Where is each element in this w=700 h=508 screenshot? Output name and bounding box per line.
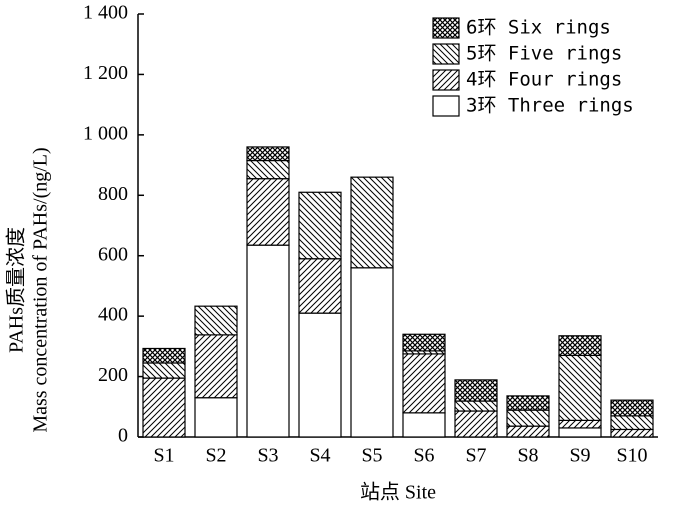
bar-segment <box>558 335 602 357</box>
bar-segment <box>454 379 498 402</box>
x-tick-label: S1 <box>153 445 174 467</box>
y-tick-label: 1 200 <box>83 62 128 84</box>
legend-label: 6环 Six rings <box>466 17 611 39</box>
bar-segment <box>454 400 498 412</box>
bar-segment <box>610 428 654 438</box>
bar-segment <box>298 312 342 438</box>
bar-segment <box>558 427 602 438</box>
bar-segment <box>298 258 342 314</box>
bar-segment <box>246 178 290 246</box>
bar-segment <box>402 412 446 438</box>
bar-segment <box>558 354 602 421</box>
y-tick-label: 800 <box>98 183 128 205</box>
bar-segment <box>194 334 238 399</box>
bar-segment <box>142 377 186 438</box>
legend-swatch <box>432 17 460 39</box>
bar-segment <box>246 244 290 438</box>
y-tick-label: 1 000 <box>83 122 128 144</box>
x-tick-label: S8 <box>517 445 538 467</box>
legend-swatch <box>432 43 460 65</box>
x-axis-label: 站点 Site <box>360 481 436 504</box>
bar-segment <box>506 425 550 438</box>
bar-segment <box>610 399 654 417</box>
bar-segment <box>506 395 550 411</box>
x-tick-label: S2 <box>205 445 226 467</box>
bar-segment <box>350 267 394 438</box>
y-tick-label: 400 <box>98 304 128 326</box>
bar-segment <box>142 347 186 364</box>
bar-segment <box>402 333 446 352</box>
bar-segment <box>246 159 290 180</box>
x-tick-label: S9 <box>569 445 590 467</box>
x-tick-label: S6 <box>413 445 434 467</box>
bar-segment <box>298 191 342 260</box>
x-tick-label: S10 <box>616 445 647 467</box>
bar-segment <box>194 305 238 336</box>
bar-segment <box>350 176 394 269</box>
y-tick-label: 0 <box>118 425 128 447</box>
legend-label: 3环 Three rings <box>466 95 634 117</box>
legend-swatch <box>432 69 460 91</box>
bar-segment <box>454 410 498 438</box>
bar-segment <box>402 353 446 414</box>
y-tick-label: 1 400 <box>83 2 128 24</box>
bar-segment <box>246 146 290 162</box>
legend-label: 4环 Four rings <box>466 69 622 91</box>
bar-segment <box>194 397 238 438</box>
x-tick-label: S4 <box>309 445 330 467</box>
y-tick-label: 600 <box>98 243 128 265</box>
x-tick-label: S7 <box>465 445 486 467</box>
y-axis-label: Mass concentration of PAHs/(ng/L) <box>30 147 52 432</box>
x-tick-label: S5 <box>361 445 382 467</box>
bar-segment <box>558 419 602 429</box>
x-tick-label: S3 <box>257 445 278 467</box>
legend-label: 5环 Five rings <box>466 43 622 65</box>
bar-segment <box>506 409 550 427</box>
y-axis-label: PAHs质量浓度 <box>5 227 28 353</box>
y-tick-label: 200 <box>98 364 128 386</box>
bar-segment <box>610 415 654 431</box>
legend-swatch <box>432 95 460 117</box>
bar-segment <box>142 362 186 379</box>
